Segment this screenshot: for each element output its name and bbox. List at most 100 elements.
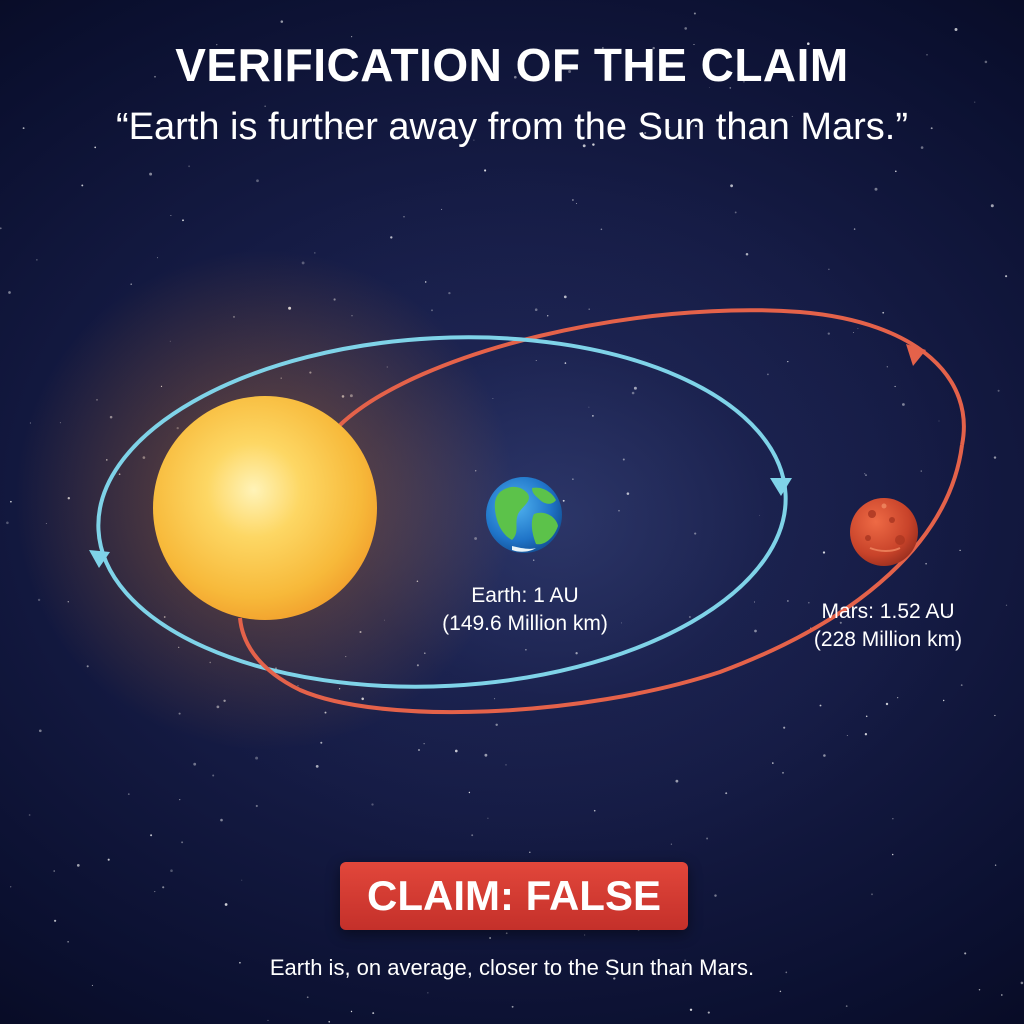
star <box>67 941 69 943</box>
star <box>681 136 685 140</box>
star <box>920 470 922 472</box>
claim-statement: “Earth is further away from the Sun than… <box>116 106 908 148</box>
star <box>36 259 38 261</box>
mars-au-text: Mars: 1.52 AU <box>821 600 955 623</box>
star <box>154 891 156 893</box>
star <box>179 131 181 133</box>
star <box>669 126 671 128</box>
star <box>865 715 868 718</box>
star <box>0 227 2 230</box>
star <box>846 735 848 737</box>
mars-planet <box>850 498 918 566</box>
star <box>150 834 153 837</box>
star <box>891 853 894 856</box>
star <box>562 499 565 502</box>
star <box>787 600 789 602</box>
star <box>823 754 826 757</box>
star <box>350 1010 353 1013</box>
star <box>53 919 57 922</box>
star <box>729 87 732 89</box>
star <box>828 268 830 271</box>
star <box>684 959 687 962</box>
star <box>839 621 842 624</box>
star <box>892 818 894 820</box>
star <box>954 28 958 31</box>
star <box>22 127 25 130</box>
star <box>427 992 429 994</box>
star <box>925 562 927 565</box>
star <box>694 124 698 128</box>
star <box>535 359 537 361</box>
star <box>328 1020 331 1023</box>
star <box>714 894 717 897</box>
star <box>582 144 586 148</box>
star <box>495 723 498 727</box>
star <box>341 131 344 134</box>
star <box>371 803 374 806</box>
star <box>725 792 728 795</box>
star <box>468 791 471 794</box>
star <box>626 492 630 495</box>
star <box>513 75 517 79</box>
star <box>652 46 655 50</box>
star <box>864 473 866 475</box>
star <box>631 391 635 395</box>
star <box>853 228 856 230</box>
star <box>706 837 709 840</box>
earth-orbit-arrow-left <box>89 550 110 568</box>
star <box>489 937 491 939</box>
star <box>767 373 769 376</box>
star <box>758 514 760 516</box>
star <box>943 699 945 702</box>
star <box>584 934 586 936</box>
star <box>964 952 967 955</box>
star <box>81 184 84 187</box>
star <box>351 36 353 38</box>
star <box>193 762 197 766</box>
star <box>871 893 873 896</box>
star <box>28 814 31 816</box>
star <box>819 704 822 707</box>
star <box>897 697 899 699</box>
star <box>241 879 243 881</box>
star <box>170 869 173 872</box>
star <box>162 886 165 889</box>
star <box>76 864 80 867</box>
star <box>6 521 9 525</box>
star <box>10 886 12 888</box>
earth-orbit <box>96 335 788 689</box>
star <box>993 456 997 459</box>
star <box>494 698 496 700</box>
star <box>742 80 745 83</box>
star <box>754 629 757 633</box>
star <box>532 559 535 561</box>
star <box>94 146 97 149</box>
star <box>621 622 622 624</box>
star <box>779 990 782 993</box>
star <box>670 843 673 845</box>
sun <box>153 396 377 620</box>
star <box>684 27 688 30</box>
verdict-badge: CLAIM: FALSE <box>340 862 688 930</box>
star <box>822 551 826 554</box>
star <box>224 903 228 906</box>
conclusion-text: Earth is, on average, closer to the Sun … <box>269 955 755 980</box>
star <box>882 311 885 314</box>
star <box>693 44 695 45</box>
star <box>484 753 488 757</box>
star <box>563 295 567 299</box>
star <box>525 648 527 651</box>
star <box>984 60 988 64</box>
star <box>886 366 888 368</box>
star <box>568 70 572 73</box>
star <box>181 841 184 844</box>
star <box>885 702 889 706</box>
star <box>53 870 55 872</box>
star <box>315 765 319 768</box>
star <box>372 1012 375 1015</box>
star <box>157 257 158 259</box>
star <box>745 252 749 256</box>
star <box>572 199 574 201</box>
star <box>576 203 577 205</box>
